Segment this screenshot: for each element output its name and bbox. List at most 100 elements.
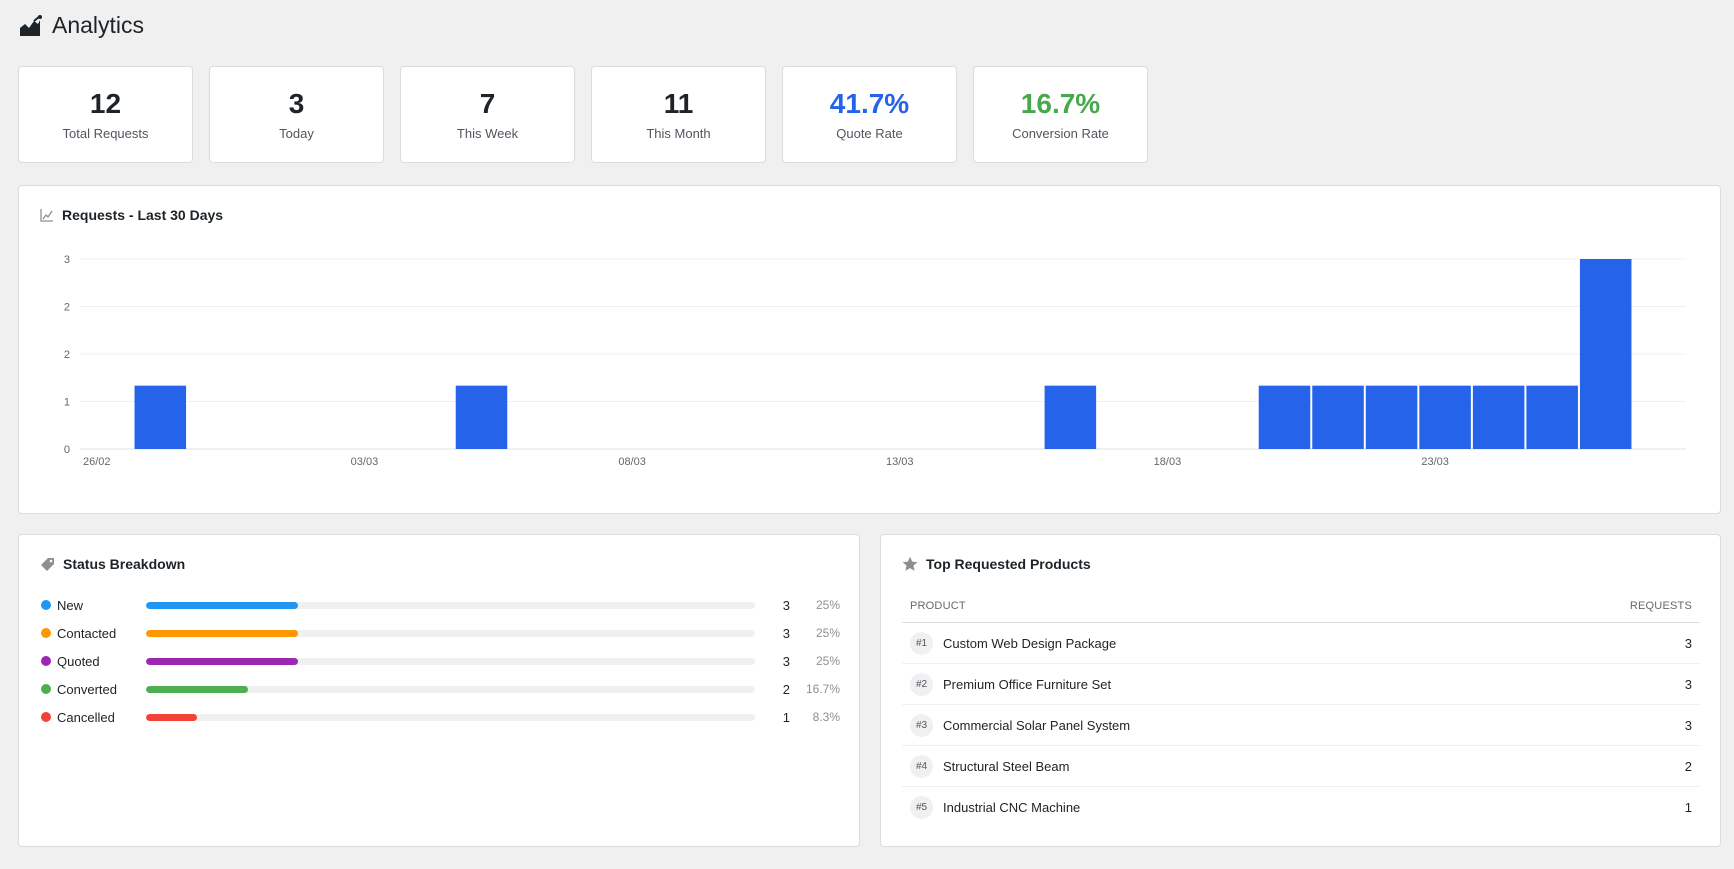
stat-card-total-requests: 12 Total Requests: [18, 66, 193, 163]
bar-16/03: [1044, 385, 1097, 449]
x-tick-label: 13/03: [886, 456, 914, 468]
table-row: #5 Industrial CNC Machine 1: [902, 787, 1700, 828]
bar-20/03: [1258, 385, 1311, 449]
status-dot: [41, 656, 51, 666]
panel-title: Top Requested Products: [926, 556, 1091, 572]
panel-header: Top Requested Products: [902, 556, 1091, 572]
status-percent: 8.3%: [812, 710, 840, 724]
tag-icon: [41, 557, 54, 571]
y-tick-label: 0: [64, 444, 70, 456]
status-dot: [41, 712, 51, 722]
status-bar-fill: [146, 601, 299, 609]
requests-chart-panel: 0 1 2 2 3 26/02 03/03 08/03 13/03 18/03 23/03 Requ…: [18, 185, 1721, 514]
status-bar-track: [146, 601, 755, 609]
x-tick-label: 23/03: [1421, 456, 1449, 468]
y-tick-label: 2: [64, 302, 70, 314]
panel-title: Status Breakdown: [63, 556, 186, 572]
stats-row: 12 Total Requests 3 Today 7 This Week 11…: [18, 66, 1148, 163]
status-dot: [41, 600, 51, 610]
rank-badge: #4: [910, 754, 933, 778]
request-count: 3: [1684, 717, 1692, 733]
status-row-converted: Converted 2 16.7%: [40, 675, 840, 703]
bar-21/03: [1312, 385, 1364, 449]
status-bar-fill: [146, 713, 197, 721]
bar-22/03: [1365, 385, 1418, 449]
chart-area-icon: [20, 14, 42, 36]
table-body: #1 Custom Web Design Package 3 #2 Premium Of…: [902, 623, 1700, 828]
status-percent: 25%: [815, 654, 840, 668]
stat-value: 11: [663, 88, 694, 119]
y-tick-label: 2: [64, 349, 70, 361]
stat-label: Quote Rate: [836, 126, 903, 141]
status-row-new: New 3 25%: [40, 591, 840, 619]
bar-05/03: [455, 385, 508, 449]
bar-25/03: [1526, 385, 1578, 449]
stat-label: Conversion Rate: [1012, 126, 1109, 141]
page-title: Analytics: [52, 12, 145, 38]
product-name: Custom Web Design Package: [943, 635, 1117, 651]
status-bar-track: [146, 629, 755, 637]
status-dot: [41, 628, 51, 638]
requests-bar-chart: 0 1 2 2 3 26/02 03/03 08/03 13/03 18/03 23/03: [64, 254, 1686, 468]
status-name: Quoted: [57, 653, 100, 669]
request-count: 1: [1684, 800, 1692, 815]
page-header: Analytics: [19, 12, 144, 39]
table-row: #4 Structural Steel Beam 2: [902, 746, 1700, 787]
status-count: 3: [782, 653, 790, 669]
status-count: 2: [782, 681, 790, 697]
status-bar-track: [146, 657, 755, 665]
bar-24/03: [1472, 385, 1525, 449]
stat-label: Today: [279, 126, 314, 141]
status-percent: 25%: [815, 626, 840, 640]
status-name: Cancelled: [57, 709, 115, 725]
stat-value: 7: [479, 88, 496, 119]
status-percent: 16.7%: [805, 682, 840, 696]
status-count: 3: [782, 625, 790, 641]
stat-card-this-week: 7 This Week: [400, 66, 575, 163]
product-name: Premium Office Furniture Set: [943, 676, 1112, 692]
status-name: Contacted: [57, 625, 117, 641]
status-bar-fill: [146, 657, 299, 665]
x-tick-label: 03/03: [351, 456, 379, 468]
stat-value: 12: [89, 88, 122, 119]
bar-27/02: [134, 385, 187, 449]
panel-header: Status Breakdown: [40, 556, 185, 572]
status-name: New: [57, 597, 84, 613]
stat-value: 3: [288, 88, 305, 119]
x-tick-label: 08/03: [618, 456, 646, 468]
table-row: #2 Premium Office Furniture Set 3: [902, 664, 1700, 705]
stat-card-this-month: 11 This Month: [591, 66, 766, 163]
request-count: 3: [1684, 676, 1692, 692]
column-header-requests: Requests: [1629, 600, 1692, 612]
status-list: New 3 25% Contacted 3 25% Quoted 3 25% Converted 2…: [40, 591, 840, 731]
stat-value: 16.7%: [1020, 88, 1101, 119]
product-name: Structural Steel Beam: [943, 758, 1070, 774]
status-row-quoted: Quoted 3 25%: [40, 647, 840, 675]
status-name: Converted: [57, 681, 117, 697]
product-name: Commercial Solar Panel System: [943, 717, 1131, 733]
stat-label: This Week: [456, 126, 519, 141]
rank-badge: #2: [910, 672, 933, 696]
stat-card-today: 3 Today: [209, 66, 384, 163]
x-tick-label: 18/03: [1154, 456, 1182, 468]
stat-label: This Month: [646, 126, 711, 141]
star-icon: [902, 556, 918, 571]
table-row: #1 Custom Web Design Package 3: [902, 623, 1700, 664]
bar-26/03: [1579, 259, 1632, 449]
status-bar-track: [146, 713, 755, 721]
status-percent: 25%: [815, 598, 840, 612]
status-bar-fill: [146, 629, 299, 637]
rank-badge: #1: [910, 631, 933, 655]
status-count: 3: [782, 597, 790, 613]
rank-badge: #5: [910, 796, 933, 819]
rank-badge: #3: [910, 713, 933, 737]
stat-card-conversion-rate: 16.7% Conversion Rate: [973, 66, 1148, 163]
panel-title: Requests - Last 30 Days: [62, 207, 224, 223]
stat-value: 41.7%: [829, 88, 910, 119]
y-tick-label: 3: [64, 254, 70, 266]
y-tick-label: 1: [64, 397, 70, 409]
status-count: 1: [782, 709, 790, 725]
chart-line-icon: [40, 209, 53, 222]
status-row-contacted: Contacted 3 25%: [40, 619, 840, 647]
status-bar-fill: [146, 685, 248, 693]
